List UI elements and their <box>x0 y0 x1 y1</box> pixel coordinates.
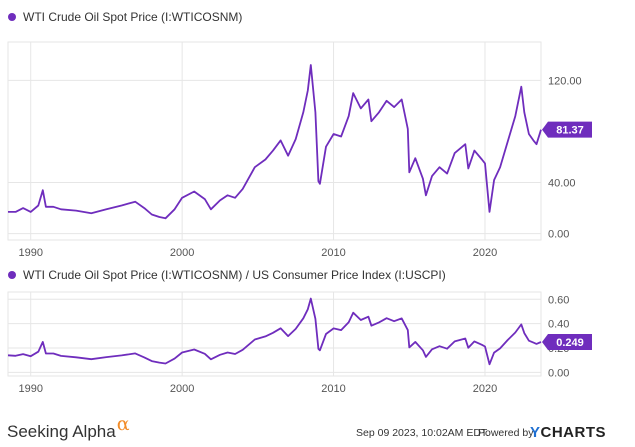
ycharts-logo: YCHARTS <box>530 424 606 441</box>
legend-label-bottom: WTI Crude Oil Spot Price (I:WTICOSNM) / … <box>23 268 446 282</box>
x-tick-label: 1990 <box>18 383 42 395</box>
plot-frame <box>7 41 542 241</box>
powered-by-label: Powered by <box>478 427 534 439</box>
plot-frame <box>7 291 542 377</box>
alpha-symbol: α <box>116 413 130 435</box>
x-tick-label: 2000 <box>170 383 194 395</box>
last-value-label: 81.37 <box>556 125 584 137</box>
x-tick-label: 2010 <box>321 383 345 395</box>
y-tick-label: 0.40 <box>548 319 569 331</box>
series-line <box>7 297 542 366</box>
brand-name: Seeking Alpha <box>7 422 116 441</box>
chart-top: 1990 2000 2010 2020 0.00 40.00 120.00 81.37 <box>7 41 592 259</box>
ycharts-wordmark: CHARTS <box>540 424 607 441</box>
x-tick-label: 2010 <box>321 247 345 259</box>
last-value-badge <box>542 334 592 351</box>
x-tick-label: 2020 <box>473 383 497 395</box>
y-tick-label: 0.00 <box>548 367 569 379</box>
legend-bottom: WTI Crude Oil Spot Price (I:WTICOSNM) / … <box>8 268 446 282</box>
ycharts-y: Y <box>530 424 541 441</box>
legend-swatch-top <box>8 13 16 21</box>
y-tick-label: 0.60 <box>548 294 569 306</box>
legend-label-top: WTI Crude Oil Spot Price (I:WTICOSNM) <box>23 10 243 24</box>
legend-top: WTI Crude Oil Spot Price (I:WTICOSNM) <box>8 10 242 24</box>
series-line <box>8 64 542 220</box>
last-value-badge <box>542 121 592 138</box>
seeking-alpha-logo: Seeking Alphaα <box>7 413 130 442</box>
timestamp: Sep 09 2023, 10:02AM EDT. <box>356 427 490 439</box>
legend-swatch-bottom <box>8 271 16 279</box>
y-tick-label: 0.00 <box>548 229 569 241</box>
y-tick-label: 120.00 <box>548 75 582 87</box>
x-tick-label: 2000 <box>170 247 194 259</box>
x-tick-label: 2020 <box>473 247 497 259</box>
x-tick-label: 1990 <box>18 247 42 259</box>
y-tick-label: 40.00 <box>548 178 576 190</box>
last-value-label: 0.249 <box>556 337 584 349</box>
footer: Seeking Alphaα Sep 09 2023, 10:02AM EDT.… <box>0 412 635 447</box>
